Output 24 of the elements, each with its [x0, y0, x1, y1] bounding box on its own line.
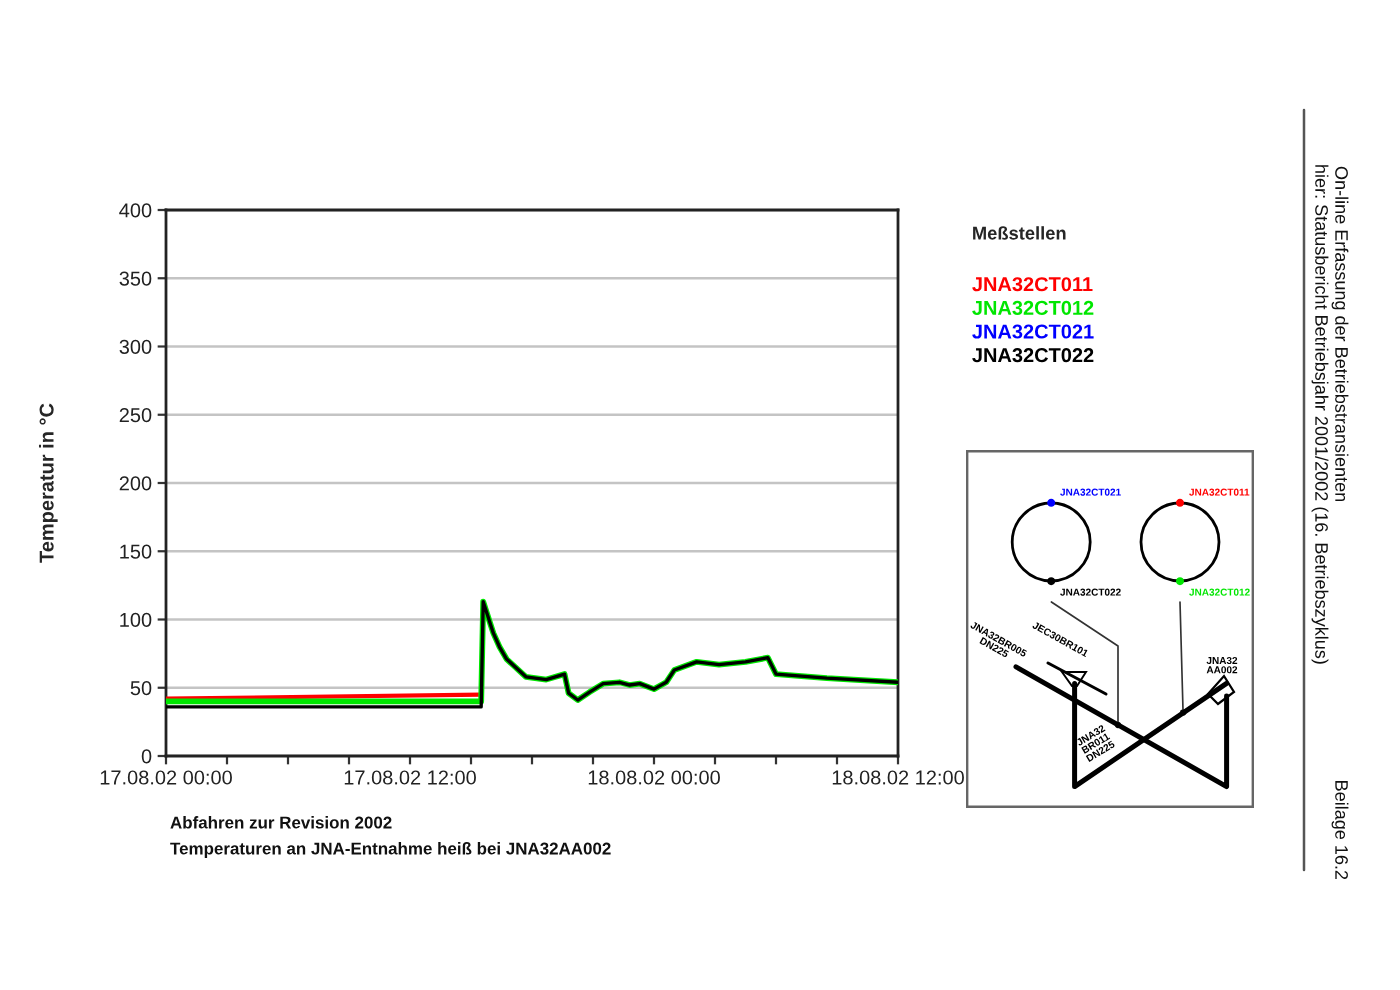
x-tick-label: 18.08.02 00:00	[588, 770, 720, 785]
text: Abfahren zur Revision 2002	[170, 816, 392, 829]
y-tick-label: 300	[119, 339, 152, 354]
legend-label: JNA32CT021	[972, 324, 1094, 339]
y-tick-label: 100	[120, 612, 152, 627]
y-tick-label: 350	[119, 271, 152, 286]
text: JNA32CT022	[972, 348, 1094, 363]
y-tick-label: 250	[119, 408, 152, 423]
y-tick-label: 400	[119, 203, 152, 218]
text: hier: Statusbericht Betriebsjahr 2001/2002 (16. Betriebszyklus)	[1311, 165, 1329, 664]
y-axis-title: Temperatur in °C	[38, 403, 58, 563]
x-tick-label: 17.08.02 12:00	[344, 770, 476, 785]
text: Temperaturen an JNA-Entnahme heiß bei JNA32AA002	[170, 842, 611, 858]
text: On-line Erfassung der Betriebstransienten	[1331, 166, 1349, 502]
y-tick-label: 150	[120, 544, 152, 559]
text: JNA32CT011	[972, 277, 1093, 292]
x-tick-label: 18.08.02 12:00	[832, 770, 964, 785]
y-tick-label: 0	[141, 749, 152, 764]
text: JNA32CT012	[972, 300, 1094, 315]
y-tick-label: 200	[119, 476, 152, 491]
text: Beilage 16.2	[1331, 781, 1349, 880]
y-tick-label: 50	[130, 681, 152, 696]
x-tick-label: 17.08.02 00:00	[100, 770, 232, 785]
legend-title: Meßstellen	[973, 226, 1066, 240]
